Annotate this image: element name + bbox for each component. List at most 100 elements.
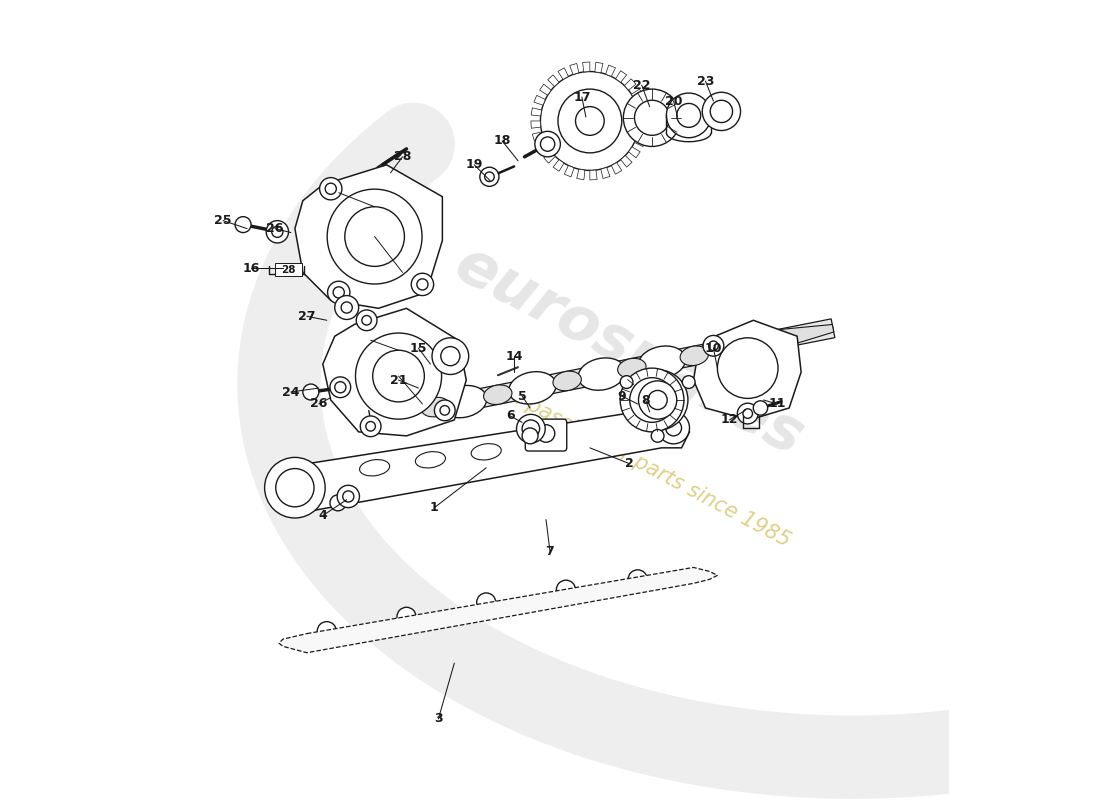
Circle shape bbox=[320, 178, 342, 200]
Polygon shape bbox=[531, 108, 541, 116]
Ellipse shape bbox=[416, 452, 446, 468]
Circle shape bbox=[737, 403, 758, 424]
Circle shape bbox=[330, 495, 345, 511]
Circle shape bbox=[703, 335, 724, 356]
Circle shape bbox=[334, 382, 345, 393]
Polygon shape bbox=[534, 95, 546, 105]
Text: 22: 22 bbox=[632, 78, 650, 91]
Text: 25: 25 bbox=[214, 214, 232, 227]
Polygon shape bbox=[631, 89, 644, 99]
Circle shape bbox=[434, 400, 455, 421]
Circle shape bbox=[272, 226, 283, 238]
Polygon shape bbox=[532, 132, 543, 141]
Circle shape bbox=[333, 286, 344, 298]
Circle shape bbox=[666, 420, 682, 436]
Circle shape bbox=[537, 425, 554, 442]
Text: 11: 11 bbox=[769, 398, 786, 410]
Text: 27: 27 bbox=[298, 310, 316, 322]
Text: 2: 2 bbox=[625, 458, 634, 470]
Polygon shape bbox=[625, 78, 636, 90]
Text: 15: 15 bbox=[409, 342, 427, 354]
Polygon shape bbox=[564, 166, 574, 177]
Text: 17: 17 bbox=[573, 90, 591, 103]
Ellipse shape bbox=[484, 385, 512, 405]
Circle shape bbox=[341, 302, 352, 313]
Circle shape bbox=[620, 376, 632, 389]
Ellipse shape bbox=[535, 434, 565, 450]
Circle shape bbox=[302, 384, 319, 400]
Circle shape bbox=[276, 469, 314, 507]
Ellipse shape bbox=[509, 372, 557, 404]
Text: 14: 14 bbox=[505, 350, 522, 362]
Circle shape bbox=[328, 282, 350, 303]
Text: 20: 20 bbox=[664, 94, 682, 107]
Circle shape bbox=[441, 346, 460, 366]
Polygon shape bbox=[693, 320, 801, 420]
Circle shape bbox=[356, 310, 377, 330]
Circle shape bbox=[540, 137, 554, 151]
Circle shape bbox=[344, 206, 405, 266]
Polygon shape bbox=[601, 167, 610, 178]
Text: 3: 3 bbox=[434, 712, 442, 726]
Text: 19: 19 bbox=[465, 158, 483, 171]
Ellipse shape bbox=[471, 444, 502, 460]
Circle shape bbox=[480, 167, 499, 186]
Text: 26: 26 bbox=[310, 398, 328, 410]
Circle shape bbox=[717, 338, 778, 398]
Polygon shape bbox=[590, 170, 597, 180]
Circle shape bbox=[624, 89, 681, 146]
Text: a passion for parts since 1985: a passion for parts since 1985 bbox=[506, 385, 793, 550]
Ellipse shape bbox=[384, 397, 431, 429]
Polygon shape bbox=[537, 142, 548, 153]
Circle shape bbox=[558, 89, 622, 153]
Circle shape bbox=[648, 390, 668, 410]
Text: 5: 5 bbox=[518, 390, 527, 402]
Circle shape bbox=[440, 406, 450, 415]
Text: 4: 4 bbox=[318, 509, 327, 522]
Polygon shape bbox=[368, 319, 835, 430]
FancyBboxPatch shape bbox=[275, 263, 302, 277]
Circle shape bbox=[361, 416, 381, 437]
Text: 7: 7 bbox=[546, 545, 554, 558]
Circle shape bbox=[417, 279, 428, 290]
Circle shape bbox=[343, 491, 354, 502]
Circle shape bbox=[575, 106, 604, 135]
Text: 24: 24 bbox=[283, 386, 299, 398]
Text: 28: 28 bbox=[282, 265, 296, 275]
Circle shape bbox=[397, 607, 416, 626]
Text: 23: 23 bbox=[696, 74, 714, 88]
Polygon shape bbox=[531, 121, 541, 128]
Polygon shape bbox=[595, 62, 603, 73]
Polygon shape bbox=[616, 70, 627, 82]
Polygon shape bbox=[628, 146, 640, 158]
Circle shape bbox=[366, 422, 375, 431]
Circle shape bbox=[235, 217, 251, 233]
Polygon shape bbox=[639, 114, 649, 121]
Text: 18: 18 bbox=[494, 134, 510, 147]
Circle shape bbox=[620, 368, 684, 432]
Circle shape bbox=[517, 414, 546, 443]
Circle shape bbox=[476, 593, 496, 612]
Text: 10: 10 bbox=[705, 342, 723, 354]
Ellipse shape bbox=[680, 346, 708, 366]
Polygon shape bbox=[638, 126, 649, 134]
Polygon shape bbox=[583, 62, 590, 72]
Circle shape bbox=[702, 92, 740, 130]
Circle shape bbox=[334, 295, 359, 319]
Ellipse shape bbox=[579, 358, 626, 390]
Circle shape bbox=[682, 376, 695, 389]
Ellipse shape bbox=[703, 333, 750, 366]
Circle shape bbox=[330, 377, 351, 398]
Circle shape bbox=[629, 378, 674, 422]
Polygon shape bbox=[279, 567, 717, 653]
Polygon shape bbox=[322, 308, 466, 436]
Polygon shape bbox=[570, 63, 579, 74]
Circle shape bbox=[265, 458, 326, 518]
Polygon shape bbox=[636, 101, 648, 110]
Polygon shape bbox=[776, 325, 834, 349]
Circle shape bbox=[638, 381, 676, 419]
Circle shape bbox=[362, 315, 372, 325]
Text: 8: 8 bbox=[641, 394, 650, 406]
Text: 28: 28 bbox=[394, 150, 411, 163]
Circle shape bbox=[373, 350, 425, 402]
